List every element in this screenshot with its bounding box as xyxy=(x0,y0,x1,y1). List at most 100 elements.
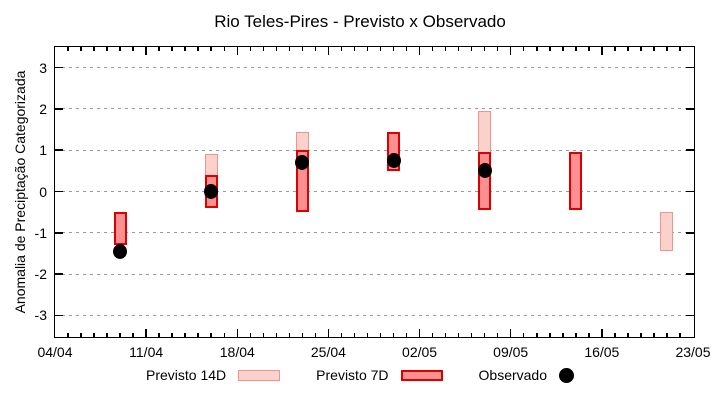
x-tick-minor xyxy=(80,333,82,337)
x-tick-minor xyxy=(171,333,173,337)
plot-area: -3 -2 -1 0 1 2 3 04/04 11/04 18/04 25/04 02/05 09/05… xyxy=(35,46,711,360)
x-tick-minor xyxy=(392,333,395,337)
x-tick-major xyxy=(236,47,239,55)
x-tick-minor xyxy=(562,47,564,51)
x-tick-minor xyxy=(653,47,655,51)
x-tick-minor xyxy=(379,47,382,51)
x-tick-minor xyxy=(158,47,160,51)
x-tick-minor xyxy=(627,47,629,51)
x-tick-label: 09/05 xyxy=(493,344,529,360)
y-tick-label: 1 xyxy=(39,142,47,159)
legend-entry-previsto-7d: Previsto 7D xyxy=(316,367,443,383)
chart-title: Rio Teles-Pires - Previsto x Observado xyxy=(214,12,506,31)
y-tick-right xyxy=(686,314,694,317)
forecast-range-bar-14d xyxy=(660,212,674,252)
x-tick-minor xyxy=(470,333,473,337)
x-tick-minor xyxy=(210,47,212,51)
x-tick-minor xyxy=(314,47,317,51)
forecast-range-bar-7d xyxy=(113,212,127,246)
x-tick-minor xyxy=(314,333,317,337)
x-tick-minor xyxy=(67,333,69,337)
x-tick-label: 04/04 xyxy=(37,344,73,360)
x-tick-minor xyxy=(249,47,252,51)
x-tick-minor xyxy=(132,333,134,337)
x-tick-major xyxy=(601,47,603,55)
gridline-y-3 xyxy=(55,314,694,316)
x-tick-major xyxy=(145,329,147,337)
x-tick-minor xyxy=(483,47,486,51)
gridline-y-1 xyxy=(55,232,694,234)
x-tick-minor xyxy=(353,333,356,337)
x-tick-minor xyxy=(119,333,121,337)
legend-entry-previsto-14d: Previsto 14D xyxy=(146,367,281,383)
x-tick-minor xyxy=(575,333,577,337)
x-tick-label: 11/04 xyxy=(129,344,164,360)
x-tick-minor xyxy=(106,333,108,337)
x-tick-minor xyxy=(249,333,252,337)
x-tick-minor xyxy=(431,333,434,337)
x-tick-label: 02/05 xyxy=(402,344,438,360)
x-tick-label: 18/04 xyxy=(219,344,255,360)
gridline-y0 xyxy=(55,191,694,192)
x-tick-minor xyxy=(653,333,655,337)
x-tick-minor xyxy=(575,47,577,51)
x-tick-minor xyxy=(366,47,369,51)
x-tick-minor xyxy=(666,333,668,337)
x-tick-minor xyxy=(470,47,473,51)
y-tick-label: -2 xyxy=(34,266,47,283)
x-tick-minor xyxy=(522,47,525,51)
gridline-y3 xyxy=(55,67,694,69)
x-tick-minor xyxy=(627,333,629,337)
x-tick-minor xyxy=(132,47,134,51)
forecast-range-bar-7d xyxy=(569,152,583,211)
observed-point xyxy=(204,184,219,199)
gridline-y2 xyxy=(55,108,694,110)
observed-point xyxy=(477,163,492,179)
x-tick-minor xyxy=(184,47,186,51)
x-tick-minor xyxy=(431,47,434,51)
x-tick-minor xyxy=(457,47,460,51)
x-tick-major xyxy=(327,329,330,337)
x-tick-label: 23/05 xyxy=(675,344,711,360)
x-tick-minor xyxy=(106,47,108,51)
x-tick-minor xyxy=(549,333,551,337)
x-tick-minor xyxy=(379,333,382,337)
y-tick-left xyxy=(55,190,63,193)
legend-label-observado: Observado xyxy=(478,367,547,383)
x-tick-minor xyxy=(640,47,642,51)
x-tick-minor xyxy=(549,47,551,51)
x-tick-minor xyxy=(80,47,82,51)
x-tick-minor xyxy=(405,47,408,51)
prev7-swatch-icon xyxy=(400,369,443,381)
prev14-swatch-icon xyxy=(238,369,281,381)
x-tick-minor xyxy=(262,333,265,337)
x-tick-major xyxy=(601,329,603,337)
observed-point xyxy=(386,153,401,169)
x-tick-major xyxy=(418,47,421,55)
y-tick-right xyxy=(686,149,694,151)
x-tick-minor xyxy=(536,47,538,51)
y-tick-right xyxy=(686,232,694,234)
x-tick-minor xyxy=(197,47,199,51)
x-tick-minor xyxy=(119,47,121,51)
x-tick-minor xyxy=(210,333,212,337)
x-tick-minor xyxy=(496,333,499,337)
y-tick-right xyxy=(686,66,694,69)
x-tick-minor xyxy=(392,47,395,51)
y-tick-left xyxy=(55,232,63,234)
y-tick-left xyxy=(55,66,63,69)
y-tick-label: 0 xyxy=(39,183,47,200)
x-tick-minor xyxy=(223,333,225,337)
x-tick-minor xyxy=(483,333,486,337)
y-tick-right xyxy=(686,190,694,193)
observed-point xyxy=(113,243,128,259)
x-tick-minor xyxy=(457,333,460,337)
y-tick-left xyxy=(55,108,63,110)
y-tick-left xyxy=(55,149,63,151)
x-tick-minor xyxy=(340,47,343,51)
x-tick-minor xyxy=(679,47,681,51)
y-tick-label: -3 xyxy=(34,307,47,324)
x-tick-minor xyxy=(562,333,564,337)
observed-dot-icon xyxy=(559,367,574,383)
